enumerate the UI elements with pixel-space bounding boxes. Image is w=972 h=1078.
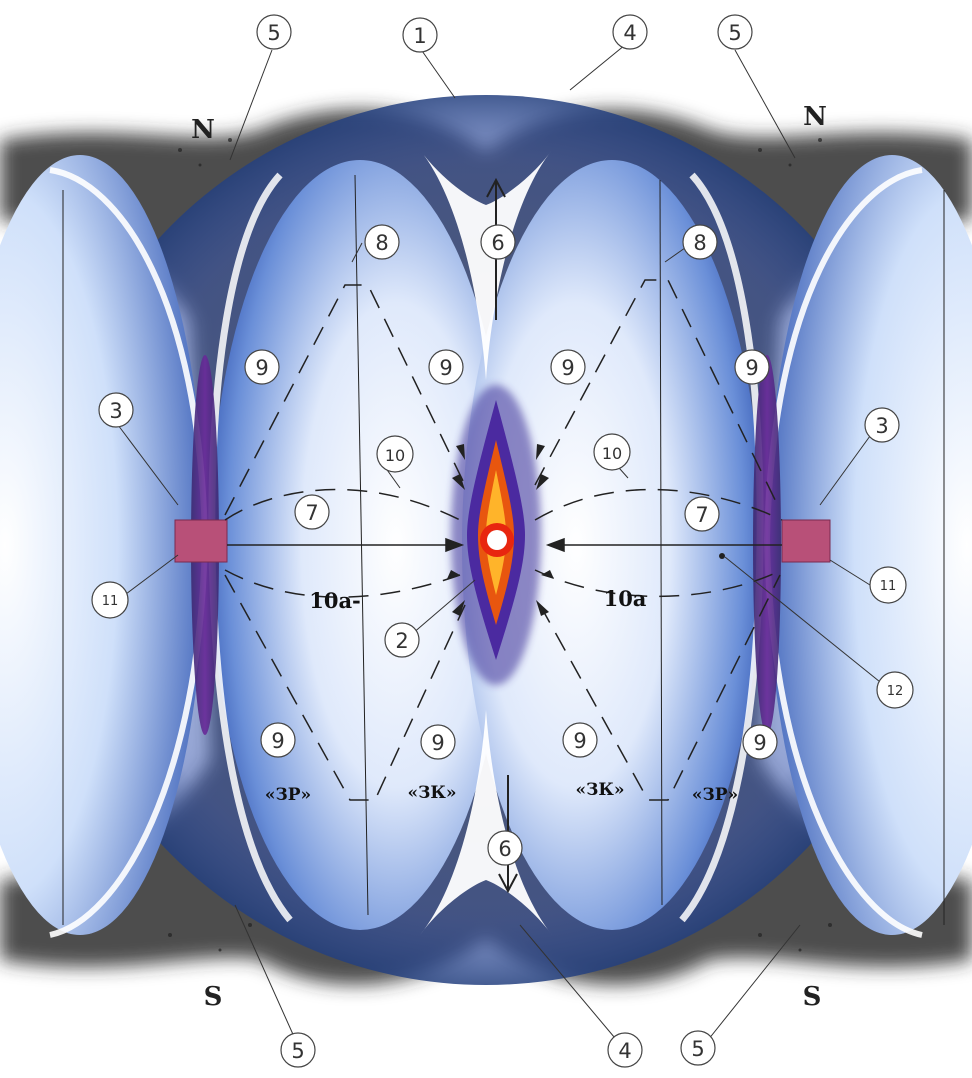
- label-3-right: 3: [875, 414, 888, 438]
- zone-zr-left: «ЗР»: [265, 785, 311, 805]
- zone-zk-right: «ЗК»: [576, 780, 625, 800]
- label-4-top: 4: [623, 21, 636, 45]
- pole-north-left: N: [191, 115, 215, 145]
- outer-lobe-right: [767, 155, 972, 935]
- label-12: 12: [887, 684, 904, 699]
- label-9-g: 9: [573, 729, 586, 753]
- pole-south-left: S: [204, 982, 223, 1012]
- pole-north-right: N: [803, 102, 827, 132]
- label-6-top: 6: [491, 231, 504, 255]
- label-9-f: 9: [431, 731, 444, 755]
- label-circles: [91, 14, 914, 1068]
- label-4-bottom: 4: [618, 1039, 631, 1063]
- label-5-top-right: 5: [728, 21, 741, 45]
- dashed-field-lines: [224, 279, 781, 801]
- label-7-left: 7: [305, 501, 318, 525]
- pole-south-right: S: [803, 982, 822, 1012]
- label-10a-left: 10а-: [309, 588, 361, 613]
- label-9-c: 9: [561, 356, 574, 380]
- label-11-left: 11: [102, 594, 119, 609]
- label-9-e: 9: [271, 729, 284, 753]
- dashed-arcs: [224, 488, 783, 598]
- horizontal-arrows: [227, 537, 782, 553]
- label-numbers: 1 4 5 5 3 3 11 11 12 2 6 6 7 7 8 8 9 9 9…: [102, 21, 904, 1063]
- dust-speckle: [168, 138, 832, 952]
- gap-top: [420, 150, 552, 380]
- square-marker-left: [174, 519, 228, 563]
- leader-lines: [117, 44, 891, 1051]
- label-5-top-left: 5: [267, 21, 280, 45]
- label-2: 2: [395, 629, 408, 653]
- label-10-right: 10: [602, 444, 622, 463]
- zone-zr-right: «ЗР»: [692, 785, 738, 805]
- label-1: 1: [413, 24, 426, 48]
- zone-zk-left: «ЗК»: [408, 783, 457, 803]
- converging-arrowheads: [447, 444, 554, 616]
- square-marker-right: [781, 519, 831, 563]
- label-3-left: 3: [109, 399, 122, 423]
- label-9-h: 9: [753, 731, 766, 755]
- label-8-right: 8: [693, 231, 706, 255]
- label-5-bottom-right: 5: [691, 1037, 704, 1061]
- label-9-d: 9: [745, 356, 758, 380]
- label-11-right: 11: [880, 579, 897, 594]
- gap-bottom: [420, 710, 552, 935]
- label-8-left: 8: [375, 231, 388, 255]
- label-10a-right: 10а: [604, 586, 647, 611]
- axis-lines: [62, 174, 945, 925]
- label-9-b: 9: [439, 356, 452, 380]
- label-5-bottom-left: 5: [291, 1039, 304, 1063]
- label-6-bottom: 6: [498, 837, 511, 861]
- label-10-left: 10: [385, 446, 405, 465]
- point-12: [719, 553, 725, 559]
- outer-lobe-left: [0, 155, 205, 935]
- label-9-a: 9: [255, 356, 268, 380]
- central-core: [451, 385, 541, 685]
- label-7-right: 7: [695, 503, 708, 527]
